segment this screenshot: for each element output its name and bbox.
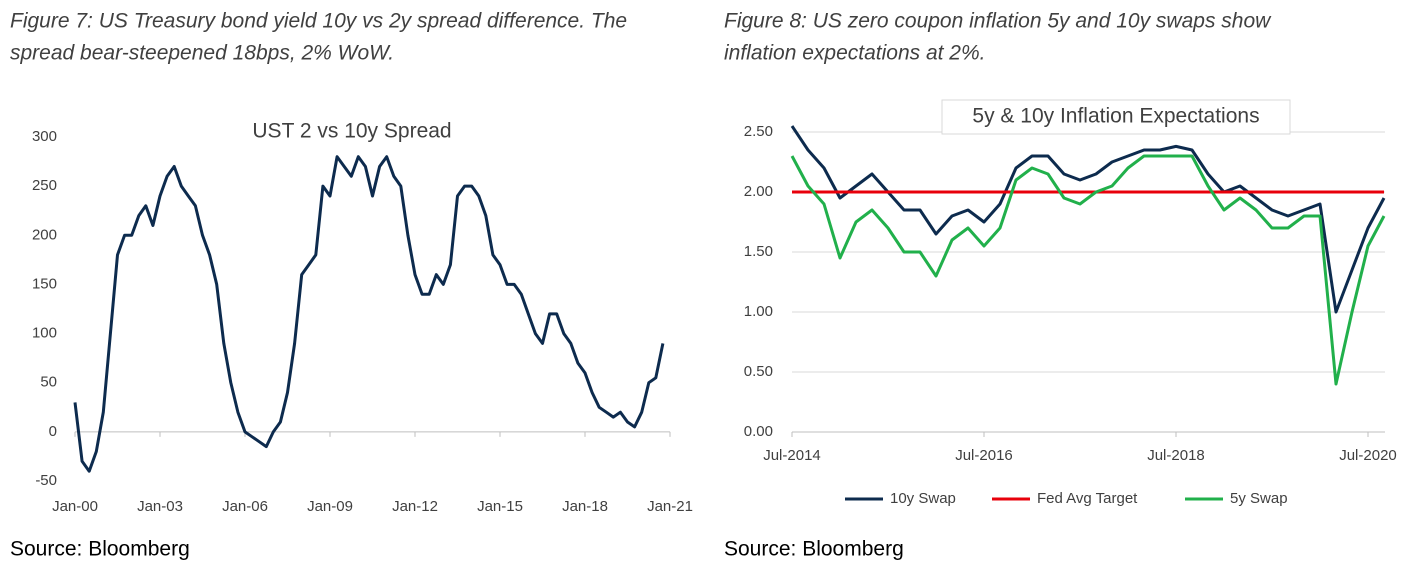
y-tick-label: 150 xyxy=(32,275,57,292)
chart-title: UST 2 vs 10y Spread xyxy=(252,120,451,143)
y-tick-label: 0 xyxy=(49,423,57,440)
chart-title: 5y & 10y Inflation Expectations xyxy=(972,105,1259,128)
x-tick-label: Jul-2020 xyxy=(1339,447,1397,464)
x-tick-label: Jan-21 xyxy=(647,498,693,515)
title-box xyxy=(941,99,1291,135)
x-tick-label: Jan-09 xyxy=(307,498,353,515)
y-tick-label: 300 xyxy=(32,128,57,145)
y-tick-label: -50 xyxy=(35,472,57,489)
y-tick-label: 2.50 xyxy=(744,123,773,140)
x-tick-label: Jan-12 xyxy=(392,498,438,515)
x-tick-label: Jul-2016 xyxy=(955,447,1013,464)
x-tick-label: Jan-15 xyxy=(477,498,523,515)
y-tick-label: 100 xyxy=(32,325,57,342)
y-tick-label: 1.50 xyxy=(744,243,773,260)
y-tick-label: 250 xyxy=(32,177,57,194)
x-tick-label: Jul-2014 xyxy=(763,447,821,464)
legend-label: 10y Swap xyxy=(890,490,956,507)
legend-label: Fed Avg Target xyxy=(1037,490,1138,507)
y-tick-label: 0.50 xyxy=(744,363,773,380)
legend-label: 5y Swap xyxy=(1230,490,1288,507)
data-line xyxy=(790,154,1386,386)
figure-caption: spread bear-steepened 18bps, 2% WoW. xyxy=(10,42,394,65)
x-tick-label: Jan-00 xyxy=(52,498,98,515)
figure-caption: inflation expectations at 2%. xyxy=(724,42,986,65)
y-tick-label: 0.00 xyxy=(744,423,773,440)
y-tick-label: 1.00 xyxy=(744,303,773,320)
x-tick-label: Jan-06 xyxy=(222,498,268,515)
data-line xyxy=(73,155,665,473)
figure-caption: Figure 8: US zero coupon inflation 5y an… xyxy=(724,10,1272,33)
x-tick-label: Jan-18 xyxy=(562,498,608,515)
y-tick-label: 200 xyxy=(32,226,57,243)
x-tick-label: Jul-2018 xyxy=(1147,447,1205,464)
x-tick-label: Jan-03 xyxy=(137,498,183,515)
y-tick-label: 2.00 xyxy=(744,183,773,200)
data-line xyxy=(790,125,1386,314)
source-note: Source: Bloomberg xyxy=(724,538,904,561)
figure-caption: Figure 7: US Treasury bond yield 10y vs … xyxy=(10,10,627,33)
source-note: Source: Bloomberg xyxy=(10,538,190,561)
y-tick-label: 50 xyxy=(40,374,57,391)
